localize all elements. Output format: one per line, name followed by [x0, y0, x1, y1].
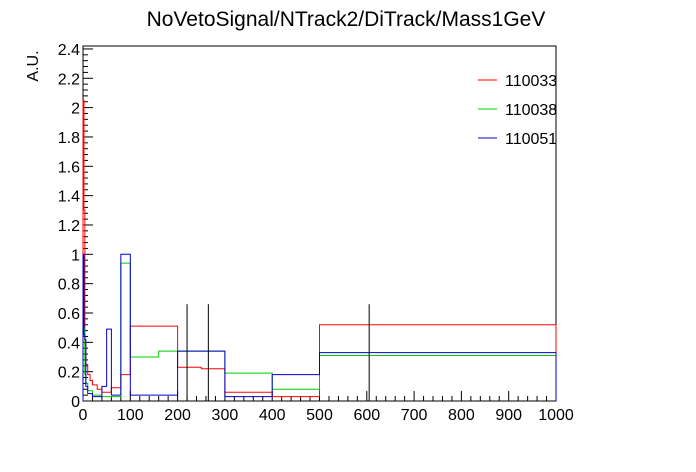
y-axis-title: A.U.: [25, 50, 42, 81]
y-tick-label: 1.6: [58, 159, 80, 176]
x-tick-label: 500: [306, 407, 333, 424]
x-tick-label: 1000: [538, 407, 574, 424]
y-tick-label: 2.2: [58, 71, 80, 88]
x-tick-label: 300: [212, 407, 239, 424]
series-layer: [82, 99, 557, 401]
legend-label-110038: 110038: [505, 102, 557, 119]
legend-label-110051: 110051: [505, 131, 557, 148]
x-tick-label: 600: [353, 407, 380, 424]
y-tick-label: 1: [71, 247, 80, 264]
x-axis: 0 100 200 300 400 500 600 700 800 900 1000: [79, 391, 574, 424]
x-tick-label: 100: [117, 407, 144, 424]
chart-title: NoVetoSignal/NTrack2/DiTrack/Mass1GeV: [147, 8, 546, 31]
y-tick-label: 0.4: [58, 335, 80, 352]
y-tick-label: 0: [71, 394, 80, 411]
y-axis: 0 0.2 0.4 0.6 0.8 1 1.2 1.4 1.6 1.8 2 2.2 2.4: [58, 42, 93, 411]
y-tick-label: 1.2: [58, 218, 80, 235]
x-tick-label: 800: [448, 407, 475, 424]
x-tick-label: 900: [495, 407, 522, 424]
error-bars: [186, 304, 370, 401]
x-tick-label: 400: [259, 407, 286, 424]
y-tick-label: 2: [71, 101, 80, 118]
x-tick-label: 700: [401, 407, 428, 424]
y-tick-label: 0.2: [58, 365, 80, 382]
y-tick-label: 2.4: [58, 42, 80, 59]
x-tick-label: 0: [79, 407, 88, 424]
y-tick-label: 0.8: [58, 277, 80, 294]
series-110051-line: [82, 253, 557, 401]
legend-label-110033: 110033: [505, 73, 557, 90]
legend: 110033 110038 110051: [478, 73, 557, 148]
y-tick-label: 1.8: [58, 130, 80, 147]
y-tick-label: 0.6: [58, 306, 80, 323]
y-tick-label: 1.4: [58, 189, 80, 206]
x-tick-label: 200: [164, 407, 191, 424]
